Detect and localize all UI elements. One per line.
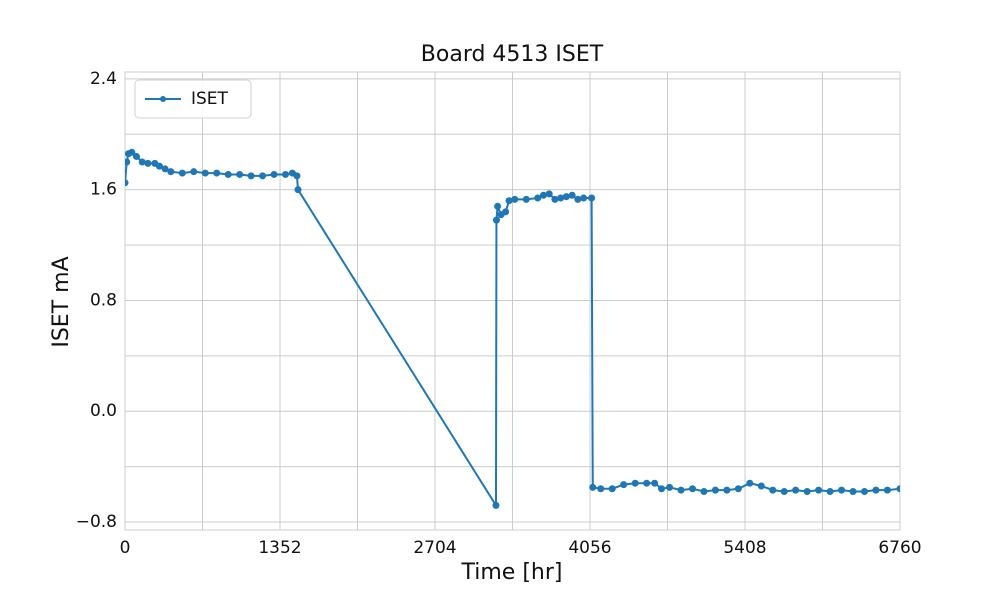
point [608,485,616,493]
point [125,158,131,166]
point [293,172,301,180]
point [826,488,834,496]
point [557,194,565,202]
x-tick-label: 2704 [413,538,456,558]
point [224,170,232,178]
point [502,208,510,216]
y-axis-label: ISET mA [49,256,74,347]
point [539,191,547,199]
point [294,186,302,194]
point [896,485,900,493]
point [588,194,596,202]
point [270,170,278,178]
point [534,194,542,202]
point [769,486,777,494]
x-tick-label: 6760 [878,538,921,558]
point [545,190,553,198]
x-tick-label: 1352 [258,538,301,558]
point [792,486,800,494]
point [757,482,765,490]
point [872,486,880,494]
y-tick-label: 1.6 [90,180,117,200]
point [677,486,685,494]
point [236,170,244,178]
point [620,481,628,489]
legend-marker [160,96,166,102]
plot-frame [124,71,901,531]
point [700,488,708,496]
point [190,168,198,176]
point [597,485,605,493]
y-tick-label: −0.8 [76,512,117,532]
point [746,479,754,487]
chart-title: Board 4513 ISET [421,42,604,67]
point [574,195,582,203]
point [522,195,530,203]
point [666,483,674,491]
point [138,158,146,166]
point [259,172,267,180]
point [167,168,175,176]
point [734,485,742,493]
point [723,486,731,494]
x-axis-label: Time [hr] [461,560,563,585]
point [631,479,639,487]
point [711,486,719,494]
point [883,486,891,494]
point [492,501,500,509]
y-tick-label: 2.4 [90,69,117,89]
point [589,483,597,491]
point [144,159,152,167]
point [511,195,519,203]
point [155,162,163,170]
point [651,479,659,487]
point [658,485,666,493]
point [562,193,570,201]
y-tick-label: 0.0 [90,401,117,421]
point [201,169,209,177]
point [247,172,255,180]
point [780,488,788,496]
point [505,197,513,205]
legend-box [134,79,252,119]
x-tick-label: 4056 [568,538,611,558]
point [551,195,559,203]
point [132,152,140,160]
point [128,148,136,156]
point [282,170,290,178]
point [494,202,502,210]
point [849,488,857,496]
point [178,169,186,177]
series [125,148,900,509]
point [815,486,823,494]
point [568,191,576,199]
x-tick-label: 0 [120,538,131,558]
legend-label: ISET [191,89,229,109]
point [161,165,169,173]
point [125,179,129,187]
y-tick-label: 0.8 [90,290,117,310]
point [838,486,846,494]
x-tick-label: 5408 [723,538,766,558]
point [643,479,651,487]
point [803,488,811,496]
point [688,485,696,493]
point [492,216,500,224]
point [580,194,588,202]
point [860,488,868,496]
point [213,169,221,177]
